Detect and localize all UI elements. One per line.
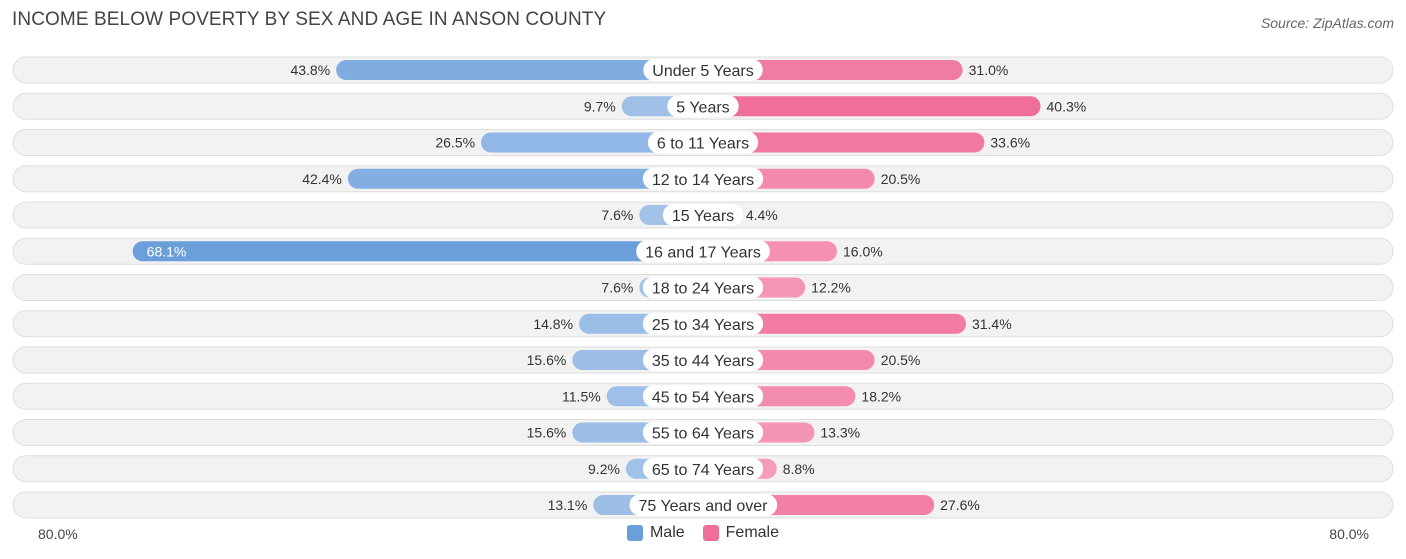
male-value-label: 9.2% [588, 461, 620, 477]
male-value-label: 7.6% [601, 280, 633, 296]
male-bar [347, 168, 703, 189]
male-value-label: 13.1% [548, 497, 588, 513]
male-value-label: 14.8% [533, 316, 573, 332]
category-label: 45 to 54 Years [652, 389, 754, 406]
category-label: 5 Years [676, 99, 729, 116]
category-label: 16 and 17 Years [645, 244, 761, 261]
female-value-label: 31.4% [972, 316, 1012, 332]
chart-area: 43.8% 31.0% Under 5 Years 9.7% 40.3% 5 Years 2… [12, 56, 1394, 519]
female-value-label: 13.3% [820, 425, 860, 441]
female-value-label: 4.4% [746, 207, 778, 223]
category-label-box [642, 421, 764, 444]
category-label-box [643, 59, 763, 81]
category-label-box [629, 494, 778, 516]
legend-swatch-male [626, 525, 643, 541]
male-value-label: 15.6% [527, 352, 567, 368]
female-bar [703, 313, 966, 334]
category-label: 12 to 14 Years [652, 172, 754, 189]
male-bar [132, 241, 704, 262]
category-label-box [642, 457, 764, 480]
category-label-box [636, 240, 770, 263]
category-label-box [647, 131, 759, 154]
category-label: 75 Years and over [639, 498, 769, 515]
legend-item-female[interactable]: Female [702, 524, 780, 542]
male-value-label: 42.4% [302, 171, 342, 187]
legend-label-male: Male [649, 524, 685, 541]
female-value-label: 8.8% [783, 461, 815, 477]
female-bar [703, 132, 985, 153]
category-label: 35 to 44 Years [652, 353, 754, 370]
source-note: Source: ZipAtlas.com [1260, 15, 1394, 31]
female-value-label: 16.0% [843, 243, 883, 259]
category-label-box [642, 167, 764, 190]
female-bar [703, 96, 1041, 117]
category-label-box [642, 349, 764, 371]
female-value-label: 20.5% [881, 171, 921, 187]
category-label: 65 to 74 Years [652, 462, 754, 479]
male-value-label: 68.1% [147, 243, 187, 259]
legend-swatch-female [702, 525, 719, 541]
legend-item-male[interactable]: Male [626, 524, 685, 542]
category-label: 15 Years [672, 208, 734, 225]
male-bar [336, 60, 703, 80]
male-value-label: 15.6% [527, 425, 567, 441]
female-value-label: 18.2% [861, 388, 901, 404]
male-value-label: 43.8% [290, 62, 330, 78]
female-value-label: 27.6% [940, 497, 980, 513]
category-label: 25 to 34 Years [652, 317, 754, 334]
male-value-label: 11.5% [562, 388, 601, 404]
axis-right-label: 80.0% [1329, 526, 1369, 542]
female-bar [703, 60, 963, 80]
category-label: 18 to 24 Years [652, 281, 754, 298]
category-label: Under 5 Years [652, 63, 753, 80]
category-label-box [642, 276, 764, 299]
legend: Male Female [0, 524, 1406, 542]
category-label-box [642, 385, 764, 408]
category-label-box [662, 204, 744, 226]
male-value-label: 9.7% [584, 98, 616, 114]
chart-title: INCOME BELOW POVERTY BY SEX AND AGE IN A… [12, 9, 607, 30]
category-label-box [642, 312, 764, 335]
legend-label-female: Female [725, 524, 780, 541]
female-value-label: 33.6% [990, 135, 1030, 151]
female-value-label: 12.2% [811, 280, 851, 296]
female-value-label: 20.5% [881, 352, 921, 368]
female-value-label: 40.3% [1047, 98, 1087, 114]
male-bar [481, 132, 703, 153]
male-value-label: 7.6% [601, 207, 633, 223]
male-value-label: 26.5% [435, 135, 475, 151]
category-label-box [667, 95, 739, 118]
category-label: 6 to 11 Years [657, 136, 749, 153]
axis-left-label: 80.0% [38, 526, 78, 542]
female-value-label: 31.0% [969, 62, 1009, 78]
category-label: 55 to 64 Years [652, 426, 754, 443]
